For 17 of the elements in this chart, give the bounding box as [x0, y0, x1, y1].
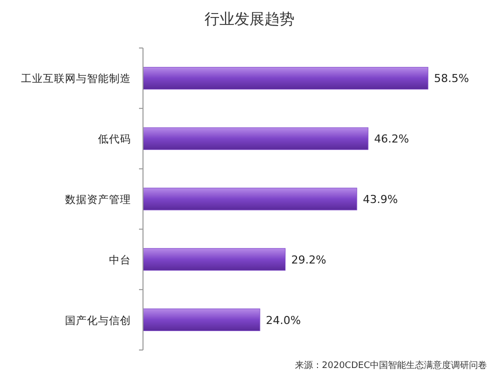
y-tick-label: 国产化与信创	[65, 314, 131, 327]
data-label: 58.5%	[434, 72, 469, 86]
bar	[142, 66, 428, 90]
y-tick-label: 工业互联网与智能制造	[21, 72, 131, 86]
y-tick-label: 中台	[109, 253, 131, 266]
data-label: 46.2%	[374, 132, 410, 146]
data-label: 43.9%	[362, 193, 398, 206]
bar	[142, 188, 358, 210]
chart-title: 行业发展趋势	[204, 10, 294, 28]
data-label: 29.2%	[291, 253, 326, 266]
source-note: 来源：2020CDEC中国智能生态满意度调研问卷	[294, 360, 487, 371]
y-tick-label: 数据资产管理	[65, 193, 131, 206]
y-tick-label: 低代码	[98, 134, 131, 146]
bar	[142, 127, 368, 150]
bar	[142, 248, 286, 271]
bar	[142, 308, 260, 332]
data-label: 24.0%	[266, 314, 301, 327]
